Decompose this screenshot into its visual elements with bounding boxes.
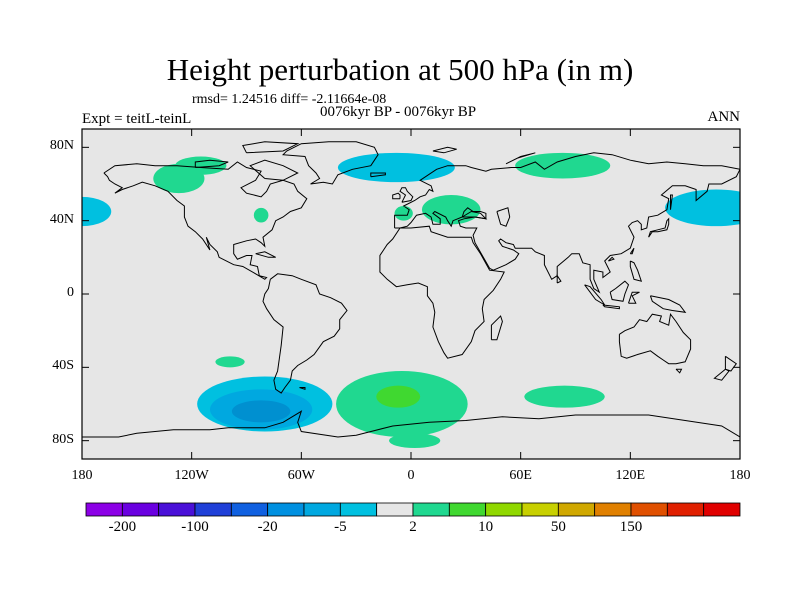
anomaly-north-atlantic xyxy=(337,152,455,183)
colorbar-swatch xyxy=(666,502,705,517)
coastline-ireland xyxy=(392,192,401,200)
coastline-eurasia xyxy=(394,152,740,294)
axis-ticks xyxy=(81,129,741,459)
colorbar-swatch xyxy=(557,502,596,517)
colorbar-swatch xyxy=(376,502,414,517)
anomaly-antarctic-positive xyxy=(389,433,441,448)
anomaly-south-pacific-positive xyxy=(215,356,245,368)
colorbar-label: -100 xyxy=(181,519,209,535)
coastline-hainan xyxy=(608,256,615,262)
coastline-novaya-zemlya xyxy=(505,152,536,165)
coastlines xyxy=(82,141,740,438)
coastline-south-america xyxy=(262,273,348,394)
lon-tick-label: 0 xyxy=(407,468,415,483)
colorbar-swatch xyxy=(158,502,196,517)
colorbar-label: 2 xyxy=(409,519,417,535)
colorbar-swatch xyxy=(194,502,232,517)
lon-tick-label: 120W xyxy=(174,468,209,483)
anomaly-layer xyxy=(82,152,740,448)
anomaly-north-pacific-east-lobe xyxy=(665,189,740,227)
coastline-taiwan xyxy=(629,247,635,255)
coastline-greenland xyxy=(282,141,379,185)
colorbar-swatch xyxy=(703,502,741,517)
lon-tick-label: 180 xyxy=(729,468,751,483)
colorbar xyxy=(85,502,741,517)
colorbar-swatch xyxy=(230,502,269,517)
colorbar-label: 150 xyxy=(619,519,643,535)
coastline-british-isles xyxy=(399,187,414,203)
coastline-sri-lanka xyxy=(556,274,562,284)
coastline-new-zealand-south xyxy=(713,368,730,381)
colorbar-label: -20 xyxy=(257,519,278,535)
coastline-baffin-island xyxy=(249,159,299,181)
colorbar-swatch xyxy=(630,502,668,517)
lat-tick-label: 80S xyxy=(52,431,74,447)
coastline-cuba xyxy=(255,251,276,258)
coastline-japan xyxy=(648,217,670,238)
coastline-black-sea xyxy=(461,210,488,220)
anomaly-hudson-positive xyxy=(175,156,227,175)
lat-tick-label: 40S xyxy=(52,358,74,374)
colorbar-swatch xyxy=(412,502,450,517)
anomaly-siberia-positive xyxy=(515,152,611,179)
anomaly-europe-positive xyxy=(421,195,481,225)
colorbar-label: 10 xyxy=(478,519,494,535)
coastline-svalbard xyxy=(432,146,457,154)
lat-tick-label: 0 xyxy=(67,285,74,300)
anomaly-iberia-positive xyxy=(394,206,413,221)
colorbar-swatch xyxy=(85,502,123,517)
coastline-falklands xyxy=(299,387,306,390)
lon-tick-label: 60W xyxy=(287,468,315,483)
anomaly-us-east-positive xyxy=(253,207,269,223)
coastline-tasmania xyxy=(675,368,683,374)
coastline-victoria-island xyxy=(194,159,229,168)
plot-title: Height perturbation at 500 hPa (in m) xyxy=(166,52,634,87)
period-label: 0076kyr BP - 0076kyr BP xyxy=(320,104,477,120)
stats-line: rmsd= 1.24516 diff= -2.11664e-08 xyxy=(192,92,387,107)
lon-tick-label: 180 xyxy=(71,468,93,483)
coastline-sakhalin xyxy=(670,194,673,210)
coastline-north-america xyxy=(103,161,308,280)
colorbar-label: 50 xyxy=(550,519,566,535)
season-label: ANN xyxy=(707,109,741,125)
colorbar-swatch xyxy=(521,502,559,517)
lon-tick-label: 120E xyxy=(615,468,646,483)
coastline-africa xyxy=(379,225,505,359)
coastline-antarctica xyxy=(82,410,740,438)
colorbar-swatch xyxy=(121,502,160,517)
coastline-new-guinea xyxy=(649,295,687,313)
colorbar-label: -5 xyxy=(334,519,347,535)
anomaly-indian-ocean-positive xyxy=(524,385,605,408)
coastline-borneo xyxy=(609,280,630,302)
lat-tick-label: 80N xyxy=(49,138,74,154)
coastline-sumatra xyxy=(584,284,606,306)
coastline-iceland xyxy=(370,172,386,178)
colorbar-swatch xyxy=(303,502,341,517)
colorbar-swatch xyxy=(594,502,632,517)
colorbar-swatch xyxy=(485,502,523,517)
anomaly-south-atlantic-positive-core xyxy=(376,385,421,408)
anomaly-north-pacific-west-lobe xyxy=(82,196,112,227)
coastline-new-zealand xyxy=(724,355,738,372)
colorbar-label: -200 xyxy=(108,519,137,535)
coastline-madagascar xyxy=(490,315,503,341)
colorbar-swatch xyxy=(448,502,487,517)
colorbar-swatch xyxy=(267,502,305,517)
lon-tick-label: 60E xyxy=(509,468,532,483)
coastline-philippines xyxy=(629,260,643,282)
colorbar-swatch xyxy=(339,502,378,517)
coastline-ellesmere xyxy=(242,141,300,154)
experiment-label: Expt = teitL-teinL xyxy=(82,111,192,127)
coastline-celebes xyxy=(628,291,640,304)
lat-tick-label: 40N xyxy=(49,211,74,227)
anomaly-southern-ocean-negative-core xyxy=(231,400,291,423)
coastline-australia xyxy=(618,312,692,365)
coastline-java xyxy=(602,304,620,310)
coastline-caspian xyxy=(496,207,511,227)
